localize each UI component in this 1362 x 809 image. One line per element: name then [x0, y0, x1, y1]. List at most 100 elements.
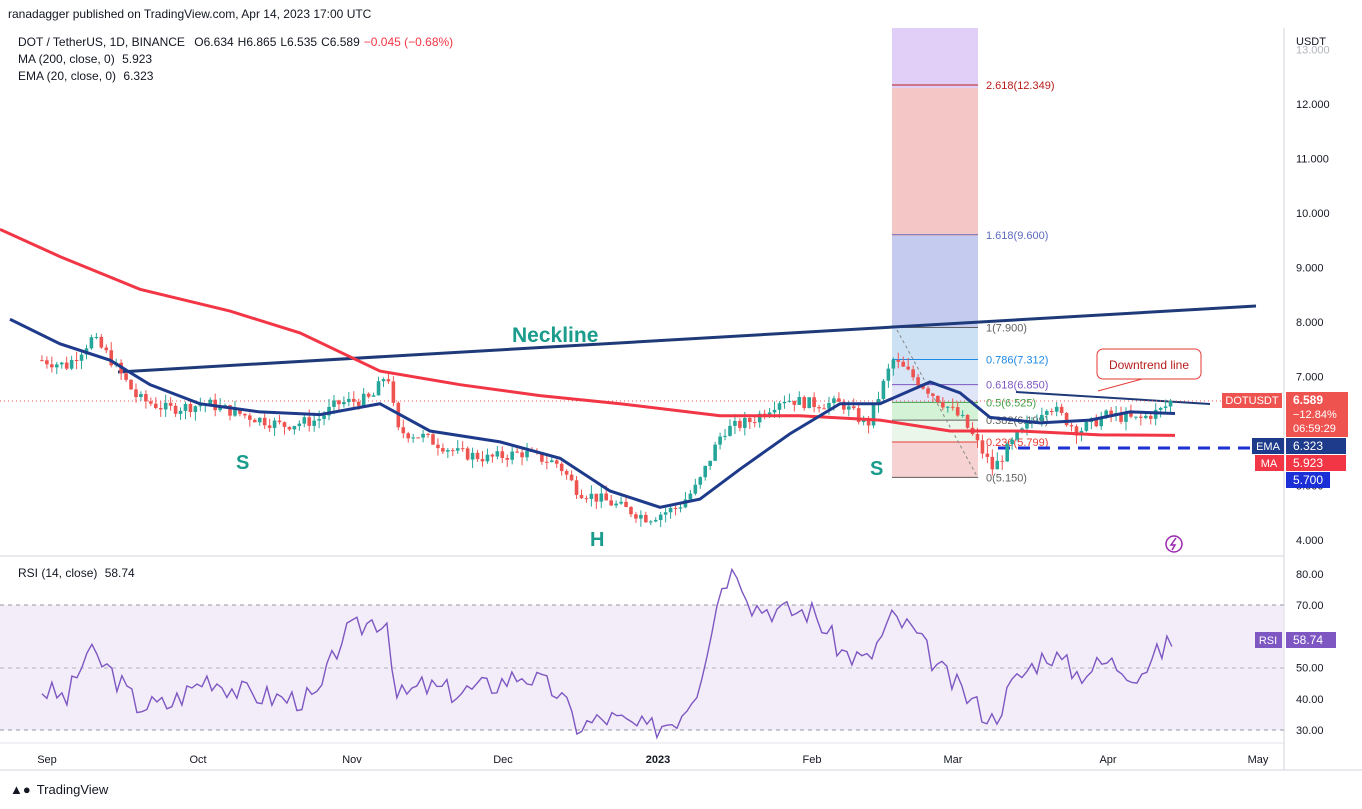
svg-text:RSI: RSI — [1259, 635, 1277, 647]
candle-body — [455, 448, 460, 451]
candle-body — [644, 514, 648, 523]
time-tick: Apr — [1099, 754, 1116, 766]
candle-body — [233, 408, 237, 416]
candle-body — [1040, 414, 1044, 421]
candle-body — [292, 426, 297, 430]
candle-body — [99, 336, 104, 348]
candle-body — [1030, 421, 1034, 423]
candle-body — [663, 512, 668, 515]
downtrend-label: Downtrend line — [1109, 358, 1189, 372]
candle-body — [693, 484, 698, 494]
price-tick: 12.000 — [1296, 99, 1330, 111]
candle-body — [723, 435, 727, 437]
candle-body — [446, 450, 450, 452]
ma-legend: MA (200, close, 0) 5.923 — [18, 52, 152, 66]
candle-body — [406, 433, 411, 439]
candle-body — [886, 368, 891, 381]
candle-body — [84, 348, 89, 355]
price-badge-pct: −12.84% — [1293, 409, 1337, 421]
tradingview-brand: TradingView — [36, 782, 109, 797]
candle-body — [431, 434, 435, 445]
candle-body — [911, 369, 915, 378]
candle-body — [302, 417, 307, 424]
ma-badge — [1255, 455, 1284, 471]
candle-body — [163, 402, 168, 410]
candle-body — [510, 451, 514, 460]
level-badge — [1286, 472, 1330, 488]
candle-body — [861, 418, 866, 422]
rsi-legend-value: 58.74 — [104, 566, 135, 580]
candle-body — [139, 394, 143, 398]
candle-body — [153, 403, 158, 409]
candle-body — [307, 417, 312, 426]
candle-body — [629, 507, 633, 515]
candle-body — [837, 398, 841, 402]
candle-body — [936, 395, 940, 403]
fib-label: 0.618(6.850) — [986, 380, 1048, 392]
fib-label: 0.382(6.199) — [986, 415, 1048, 427]
candle-body — [391, 381, 396, 403]
candle-body — [1104, 410, 1108, 418]
ma-legend-label: MA (200, close, 0) — [18, 52, 115, 66]
candle-body — [79, 354, 84, 361]
candle-body — [322, 415, 326, 420]
candle-body — [540, 452, 544, 462]
candle-body — [1054, 406, 1059, 412]
candle-body — [792, 400, 797, 405]
candle-body — [168, 402, 173, 406]
price-axis-unit: USDT — [1296, 36, 1326, 48]
head-label: H — [590, 529, 604, 551]
candle-body — [436, 444, 440, 449]
candle-body — [223, 405, 227, 407]
downtrend-line — [1015, 391, 1211, 405]
candle-body — [648, 521, 653, 523]
candle-body — [1143, 415, 1148, 418]
candle-body — [228, 405, 232, 416]
candle-body — [94, 336, 99, 338]
price-tick: 10.000 — [1296, 208, 1330, 220]
candle-body — [1025, 422, 1029, 429]
price-badge-countdown: 06:59:29 — [1293, 423, 1336, 435]
svg-text:MA: MA — [1261, 458, 1278, 470]
candle-body — [1099, 417, 1104, 427]
tradingview-logo: ▲● TradingView — [10, 782, 108, 797]
candle-body — [371, 395, 376, 397]
candle-body — [688, 493, 693, 500]
candle-body — [1163, 406, 1168, 408]
candle-body — [658, 514, 663, 521]
candle-body — [846, 406, 851, 410]
candle-body — [144, 394, 148, 402]
candle-body — [525, 451, 529, 458]
publisher-header: ranadagger published on TradingView.com,… — [8, 7, 372, 21]
price-tick: 13.000 — [1296, 45, 1330, 57]
candle-body — [1020, 428, 1024, 433]
candle-body — [876, 398, 881, 405]
rsi-tick: 70.00 — [1296, 600, 1324, 612]
candle-body — [495, 451, 500, 457]
candle-body — [1084, 421, 1089, 431]
fib-label: 0(5.150) — [986, 472, 1027, 484]
fib-zone-1 — [892, 328, 978, 360]
price-tick: 6.000 — [1296, 426, 1324, 438]
candle-body — [683, 499, 688, 508]
candle-body — [1015, 432, 1019, 440]
rsi-tick: 60.00 — [1296, 631, 1324, 643]
symbol-legend: DOT / TetherUS, 1D, BINANCE O6.634 H6.865… — [18, 35, 457, 49]
rsi-badge — [1255, 632, 1282, 648]
candle-body — [480, 459, 485, 462]
close-value: C6.589 — [321, 35, 360, 49]
candle-body — [173, 405, 178, 414]
candle-body — [619, 501, 623, 504]
candle-body — [787, 400, 792, 402]
candle-body — [158, 408, 163, 410]
candle-body — [1114, 412, 1118, 416]
candle-body — [74, 360, 79, 362]
candle-body — [1119, 412, 1123, 422]
ema-value-badge — [1286, 438, 1346, 454]
candle-body — [678, 507, 683, 509]
candle-body — [262, 417, 267, 426]
candle-body — [926, 388, 930, 394]
candle-body — [441, 448, 445, 452]
svg-text:6.323: 6.323 — [1293, 439, 1323, 453]
candle-body — [559, 463, 564, 472]
